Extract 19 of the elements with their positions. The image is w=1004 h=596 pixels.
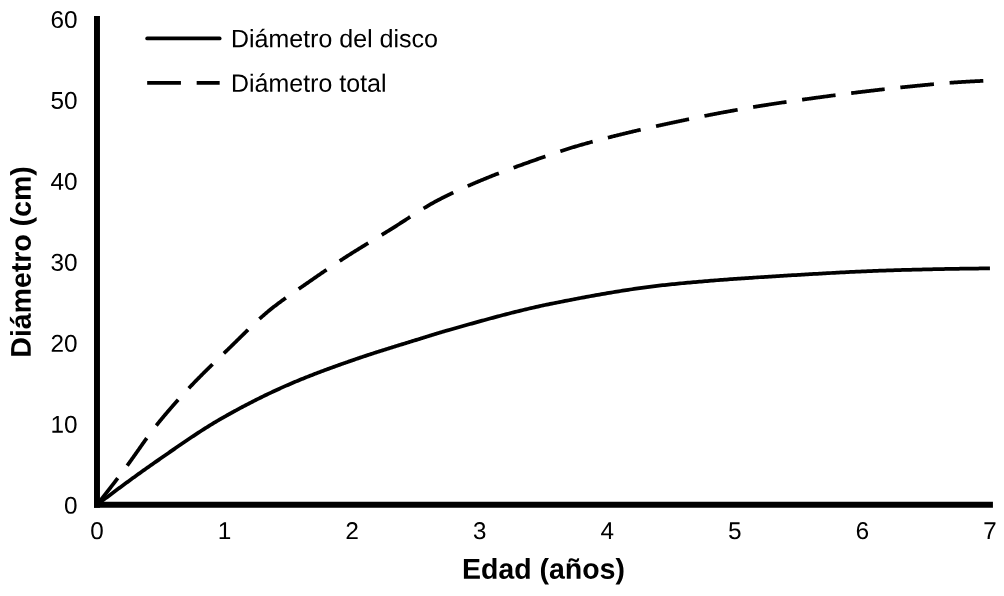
legend-label: Diámetro total (232, 73, 385, 92)
x-tick-label: 5 (729, 522, 741, 540)
x-tick-label: 1 (219, 522, 231, 540)
y-tick-label: 60 (51, 10, 77, 29)
y-tick-label: 30 (51, 253, 77, 271)
y-tick-label: 40 (51, 172, 77, 191)
x-tick-label: 3 (473, 522, 486, 540)
x-tick-label: 6 (856, 522, 869, 540)
y-tick-label: 10 (52, 415, 77, 433)
y-axis-title: Diámetro (cm) (9, 167, 37, 356)
y-tick-label: 0 (64, 496, 77, 514)
legend-label: Diámetro del disco (232, 28, 437, 48)
x-tick-label: 2 (346, 522, 358, 540)
x-axis-title: Edad (años) (463, 558, 624, 585)
x-tick-label: 0 (91, 522, 103, 540)
y-tick-label: 20 (51, 334, 77, 352)
x-tick-label: 4 (601, 522, 614, 540)
x-tick-label: 7 (984, 522, 996, 540)
y-tick-label: 50 (51, 91, 77, 110)
